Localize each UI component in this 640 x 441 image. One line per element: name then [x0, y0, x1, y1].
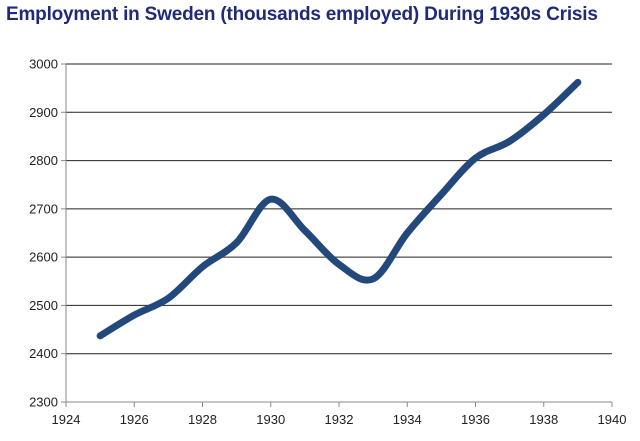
y-axis-ticks: 2300 2400 2500 2600 2700 2800 2900 3000	[29, 57, 66, 410]
x-tick-label-1924: 1924	[52, 412, 81, 427]
x-tick-label-1928: 1928	[188, 412, 217, 427]
y-tick-label-2300: 2300	[29, 395, 58, 410]
y-tick-label-2500: 2500	[29, 298, 58, 313]
x-tick-label-1932: 1932	[325, 412, 354, 427]
y-tick-label-2400: 2400	[29, 346, 58, 361]
series-group	[96, 78, 582, 340]
chart-title: Employment in Sweden (thousands employed…	[6, 4, 598, 25]
y-tick-label-2600: 2600	[29, 250, 58, 265]
y-tick-label-2700: 2700	[29, 201, 58, 216]
x-tick-label-1930: 1930	[256, 412, 285, 427]
x-tick-label-1936: 1936	[461, 412, 490, 427]
x-tick-label-1938: 1938	[529, 412, 558, 427]
x-tick-label-1940: 1940	[598, 412, 627, 427]
axes	[65, 64, 612, 403]
grid-lines	[66, 63, 612, 355]
y-tick-label-3000: 3000	[29, 57, 58, 72]
series-line-0	[96, 78, 582, 340]
x-tick-label-1934: 1934	[393, 412, 422, 427]
x-tick-label-1926: 1926	[120, 412, 149, 427]
y-tick-label-2800: 2800	[29, 153, 58, 168]
x-axis-ticks: 1924 1926 1928 1930 1932 1934 1936 1938 1940	[52, 402, 627, 427]
y-tick-label-2900: 2900	[29, 105, 58, 120]
